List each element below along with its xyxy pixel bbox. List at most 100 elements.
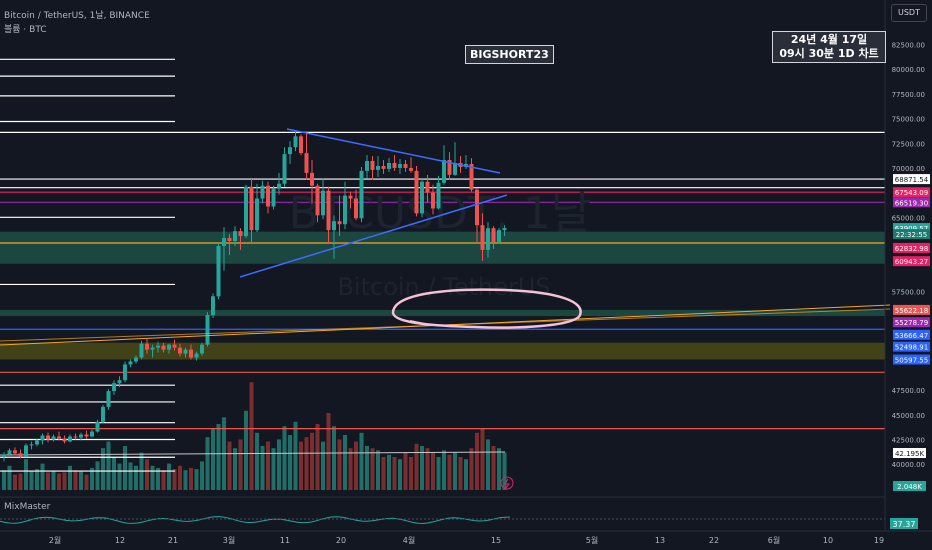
candle[interactable] [46, 432, 50, 443]
candle[interactable] [145, 338, 149, 354]
candle[interactable] [436, 175, 441, 210]
candle[interactable] [90, 429, 94, 438]
candle[interactable] [376, 156, 380, 177]
candle[interactable] [381, 160, 386, 174]
candle[interactable] [106, 389, 111, 410]
candle[interactable] [216, 242, 221, 300]
candle[interactable] [244, 184, 248, 239]
candle[interactable] [150, 344, 155, 358]
candle[interactable] [310, 160, 314, 204]
candle[interactable] [227, 234, 232, 255]
candle[interactable] [84, 430, 89, 439]
candle[interactable] [95, 419, 100, 433]
currency-button[interactable]: USDT [891, 4, 927, 22]
candle[interactable] [447, 152, 452, 180]
candle[interactable] [51, 434, 56, 442]
highlight-circle-drawing[interactable] [391, 288, 582, 329]
candle[interactable] [7, 448, 12, 458]
zone-0[interactable] [0, 231, 885, 264]
candlesticks[interactable] [2, 130, 507, 462]
candle[interactable] [497, 228, 501, 244]
candle[interactable] [359, 166, 364, 223]
zone-1[interactable] [0, 309, 885, 317]
symbol-title[interactable]: Bitcoin / TetherUS, 1날, BINANCE [4, 11, 150, 21]
candle[interactable] [288, 141, 292, 164]
candle[interactable] [469, 158, 474, 192]
candle[interactable] [29, 441, 34, 450]
candle[interactable] [79, 432, 83, 441]
candle[interactable] [156, 341, 160, 353]
candle[interactable] [73, 433, 78, 440]
candle[interactable] [414, 165, 419, 217]
candle[interactable] [442, 145, 446, 185]
candle[interactable] [40, 433, 45, 445]
candle[interactable] [343, 181, 347, 230]
candle[interactable] [282, 147, 287, 187]
candle[interactable] [326, 186, 331, 244]
alert-icon[interactable] [500, 476, 514, 490]
candle[interactable] [453, 142, 457, 176]
candle[interactable] [315, 183, 320, 223]
candle[interactable] [337, 195, 342, 237]
candle[interactable] [425, 174, 430, 203]
candle[interactable] [321, 178, 325, 220]
candle[interactable] [365, 155, 369, 179]
candle[interactable] [101, 404, 105, 424]
candle[interactable] [392, 155, 397, 171]
candle[interactable] [277, 172, 281, 195]
candle[interactable] [260, 180, 265, 204]
candle[interactable] [475, 188, 479, 242]
candle[interactable] [134, 355, 138, 364]
candle[interactable] [18, 449, 23, 459]
candle[interactable] [183, 347, 188, 358]
candle[interactable] [348, 191, 353, 209]
candle[interactable] [24, 443, 28, 458]
candle[interactable] [299, 134, 303, 156]
candle[interactable] [167, 343, 171, 354]
candle[interactable] [403, 160, 408, 172]
candle[interactable] [387, 158, 391, 172]
candle[interactable] [194, 351, 199, 361]
time-axis[interactable]: 2월 12 21 3월 11 20 4월 15 5월 13 22 6월 10 19 [49, 535, 884, 545]
candle[interactable] [211, 293, 215, 319]
candle[interactable] [255, 183, 259, 233]
candle[interactable] [486, 222, 490, 258]
price-axis[interactable]: 82500.00 80000.00 77500.00 75000.00 72500.00… [892, 42, 925, 470]
triangle-upper-trendline[interactable] [286, 128, 501, 174]
candle[interactable] [293, 130, 298, 152]
candle[interactable] [502, 225, 507, 237]
candle[interactable] [205, 312, 210, 347]
candle[interactable] [238, 228, 243, 250]
candle[interactable] [200, 342, 204, 356]
candle[interactable] [117, 376, 122, 388]
candle[interactable] [189, 344, 193, 360]
candle[interactable] [266, 181, 270, 214]
volume-legend[interactable]: 볼륨 · BTC [4, 25, 47, 35]
candle[interactable] [370, 156, 375, 180]
candle[interactable] [35, 438, 39, 447]
candle[interactable] [431, 184, 435, 215]
candle[interactable] [420, 177, 424, 218]
candle[interactable] [172, 339, 177, 351]
candle[interactable] [409, 157, 413, 173]
date-note[interactable]: 24년 4월 17일 09시 30분 1D 차트 [772, 31, 886, 63]
candle[interactable] [233, 226, 237, 246]
candle[interactable] [13, 447, 17, 456]
indicator-legend[interactable]: MixMaster [4, 502, 51, 512]
zone-2[interactable] [0, 342, 885, 360]
author-tag[interactable]: BIGSHORT23 [465, 45, 554, 64]
candle[interactable] [491, 226, 496, 249]
candle[interactable] [128, 359, 133, 368]
candle[interactable] [271, 185, 276, 210]
candle[interactable] [62, 435, 67, 444]
candle[interactable] [112, 380, 116, 396]
candle[interactable] [68, 434, 72, 443]
triangle-lower-trendline[interactable] [239, 194, 508, 278]
candle[interactable] [139, 340, 144, 360]
candle[interactable] [57, 431, 61, 441]
candle[interactable] [480, 213, 485, 261]
candle[interactable] [332, 215, 336, 259]
candle[interactable] [249, 177, 254, 242]
candle[interactable] [2, 452, 6, 462]
candle[interactable] [123, 361, 127, 383]
